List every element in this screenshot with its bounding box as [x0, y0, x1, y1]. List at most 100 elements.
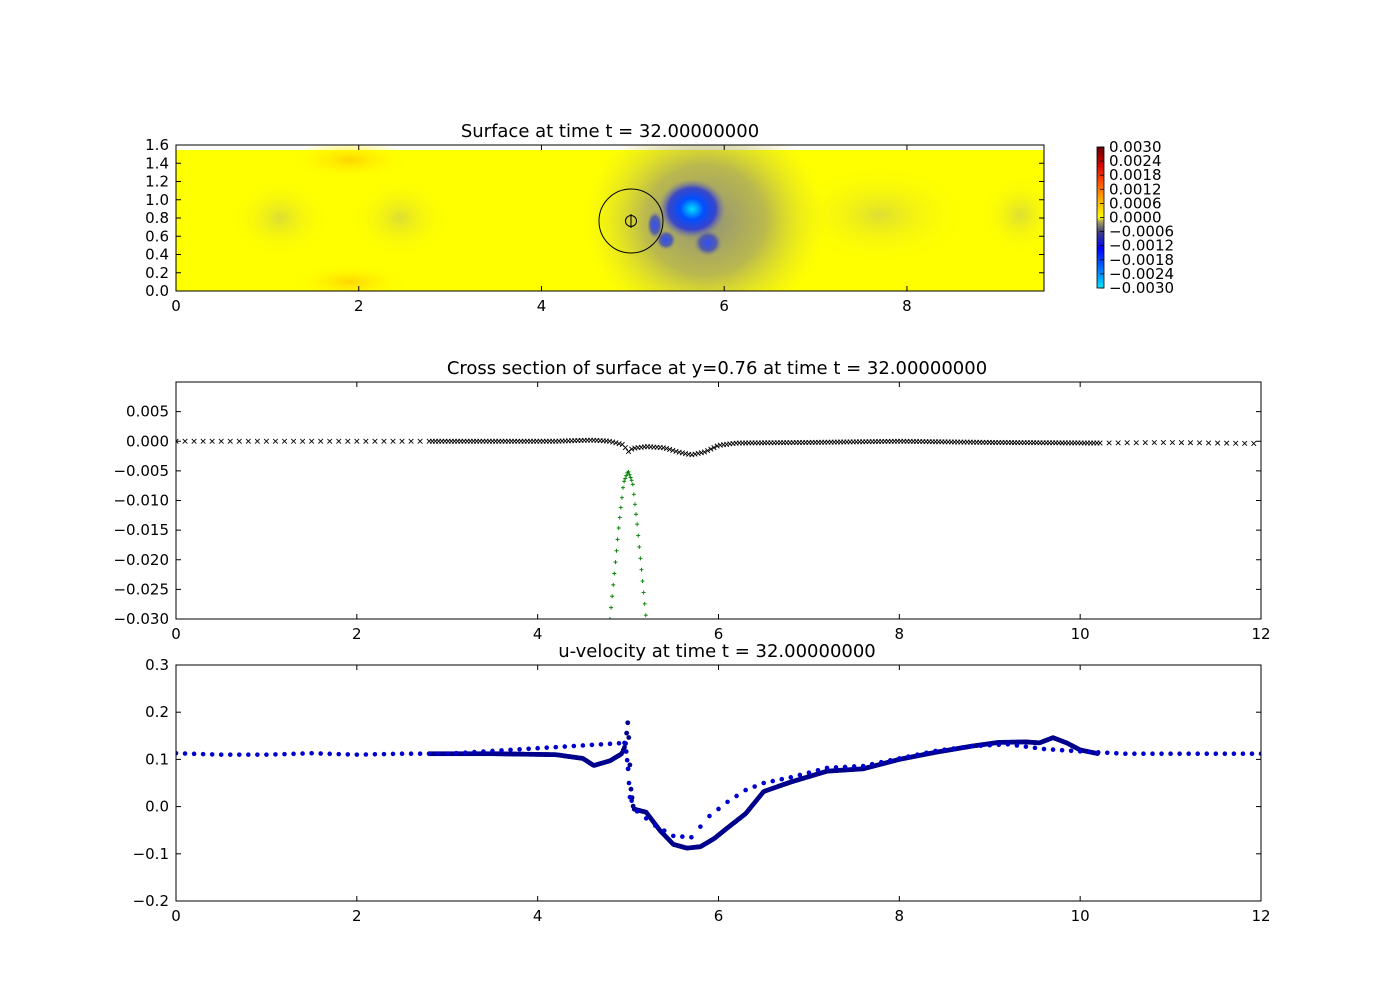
- u-velocity-sparse-point: [906, 754, 911, 759]
- surface-x-marker: [1242, 440, 1248, 447]
- surface-x-marker: [236, 438, 242, 444]
- u-velocity-sparse-point: [779, 776, 785, 782]
- u-velocity-sparse-point: [453, 750, 459, 756]
- x-tick-label: 2: [352, 907, 362, 925]
- colorbar-tick-label: −0.0018: [1109, 251, 1174, 269]
- y-tick-label: 0.4: [145, 246, 169, 264]
- u-velocity-sparse-point: [1258, 751, 1261, 757]
- u-velocity-sparse-point: [770, 778, 776, 784]
- colorbar-tick-label: −0.0030: [1109, 279, 1174, 297]
- x-tick-label: 0: [171, 297, 181, 315]
- u-velocity-sparse-point: [1222, 751, 1228, 757]
- surface-x-marker: [390, 438, 396, 444]
- surface-x-marker: [1115, 440, 1121, 446]
- u-velocity-sparse-point: [616, 740, 622, 746]
- y-tick-label: 0.0: [145, 798, 169, 816]
- surface-x-marker: [372, 438, 378, 444]
- bottom-plus-marker: [642, 601, 647, 606]
- bottom-plus-marker: [617, 515, 622, 520]
- u-velocity-sparse-point: [472, 749, 477, 755]
- olive-patch-4: [980, 175, 1044, 255]
- u-velocity-sparse-point: [1077, 749, 1083, 754]
- surface-x-marker: [660, 445, 666, 451]
- x-tick-label: 6: [714, 625, 724, 643]
- u-velocity-sparse-point: [1186, 751, 1191, 757]
- u-velocity-sparse-point: [1123, 751, 1128, 757]
- y-tick-label: 1.0: [145, 191, 169, 209]
- u-velocity-sparse-point: [698, 824, 703, 829]
- bottom-plus-marker: [623, 476, 628, 481]
- surface-x-marker: [218, 438, 224, 444]
- x-tick-label: 12: [1251, 907, 1270, 925]
- olive-patch-1: [230, 178, 330, 258]
- u-velocity-sparse-point: [544, 745, 550, 750]
- depression-lower: [694, 230, 722, 256]
- bottom-plus-marker: [616, 525, 621, 530]
- y-tick-label: 1.4: [145, 154, 169, 172]
- surface-x-marker: [417, 438, 423, 444]
- y-tick-label: 1.6: [145, 136, 169, 154]
- bottom-plus-marker: [630, 482, 635, 487]
- u-velocity-sparse-point: [589, 742, 595, 748]
- u-velocity-sparse-point: [218, 752, 224, 757]
- surface-x-marker: [176, 438, 179, 444]
- cross-section-frame: [175, 381, 1262, 620]
- u-velocity-sparse-point: [227, 752, 233, 757]
- u-velocity-sparse-point: [517, 747, 522, 752]
- u-velocity-sparse-point: [191, 751, 197, 757]
- bottom-plus-marker: [637, 544, 642, 549]
- heatmap-title: Surface at time t = 32.00000000: [461, 121, 759, 142]
- surface-x-marker: [299, 438, 306, 444]
- u-velocity-marks: [176, 720, 1261, 851]
- x-tick-label: 2: [352, 625, 362, 643]
- surface-x-marker: [714, 443, 720, 449]
- u-velocity-sparse-point: [417, 751, 423, 757]
- u-velocity-sparse-point: [942, 747, 947, 753]
- bottom-plus-marker: [608, 617, 612, 619]
- surface-x-marker: [363, 438, 369, 444]
- surface-x-marker: [1106, 440, 1112, 446]
- u-velocity-sparse-point: [273, 752, 278, 757]
- u-velocity-sparse-point: [806, 770, 812, 775]
- u-velocity-sparse-point: [580, 743, 586, 748]
- u-velocity-sparse-point: [372, 752, 378, 757]
- surface-x-marker: [701, 449, 708, 455]
- u-velocity-sparse-point: [1240, 751, 1246, 757]
- x-tick-label: 8: [895, 625, 905, 643]
- u-velocity-sparse-point: [960, 745, 965, 750]
- u-velocity-sparse-point: [1005, 741, 1011, 747]
- u-velocity-sparse-point: [627, 794, 633, 800]
- u-velocity-sparse-point: [1095, 750, 1101, 755]
- orange-patch-2: [290, 264, 410, 291]
- surface-x-marker: [327, 438, 333, 444]
- u-velocity-dense-point: [624, 730, 630, 736]
- x-tick-label: 4: [537, 297, 547, 315]
- bottom-plus-marker: [614, 548, 619, 553]
- cross-section-ticks: 0 2 4 6 8 10 12 0.005 0.000 −0.005 −0.010 −0.015 −0.…: [113, 382, 1271, 643]
- bottom-plus-marker: [641, 590, 646, 595]
- surface-x-marker: [629, 446, 635, 452]
- bottom-plus-marker: [618, 505, 623, 510]
- u-velocity-sparse-point: [670, 833, 676, 839]
- surface-x-marker: [622, 445, 628, 451]
- u-velocity-sparse-point: [209, 752, 215, 757]
- surface-x-marker: [399, 438, 405, 444]
- u-velocity-sparse-point: [788, 775, 794, 780]
- y-tick-label: 0.0: [145, 282, 169, 300]
- u-velocity-sparse-point: [1177, 751, 1182, 757]
- u-velocity-title: u-velocity at time t = 32.00000000: [558, 641, 876, 662]
- u-velocity-sparse-point: [481, 749, 486, 754]
- u-velocity-sparse-point: [661, 828, 667, 833]
- u-velocity-sparse-point: [623, 749, 629, 754]
- surface-x-marker: [281, 438, 288, 444]
- u-velocity-sparse-point: [1041, 746, 1047, 752]
- colorbar-ticks: 0.00300.00240.00180.00120.00060.0000−0.0…: [1100, 138, 1174, 297]
- u-velocity-sparse-point: [1104, 750, 1110, 756]
- colorbar-tick-label: −0.0012: [1109, 237, 1174, 255]
- u-velocity-sparse-point: [1204, 751, 1210, 757]
- u-velocity-sparse-point: [200, 751, 206, 757]
- y-tick-label: −0.020: [113, 551, 169, 569]
- u-velocity-sparse-point: [689, 834, 694, 840]
- x-tick-label: 2: [354, 297, 364, 315]
